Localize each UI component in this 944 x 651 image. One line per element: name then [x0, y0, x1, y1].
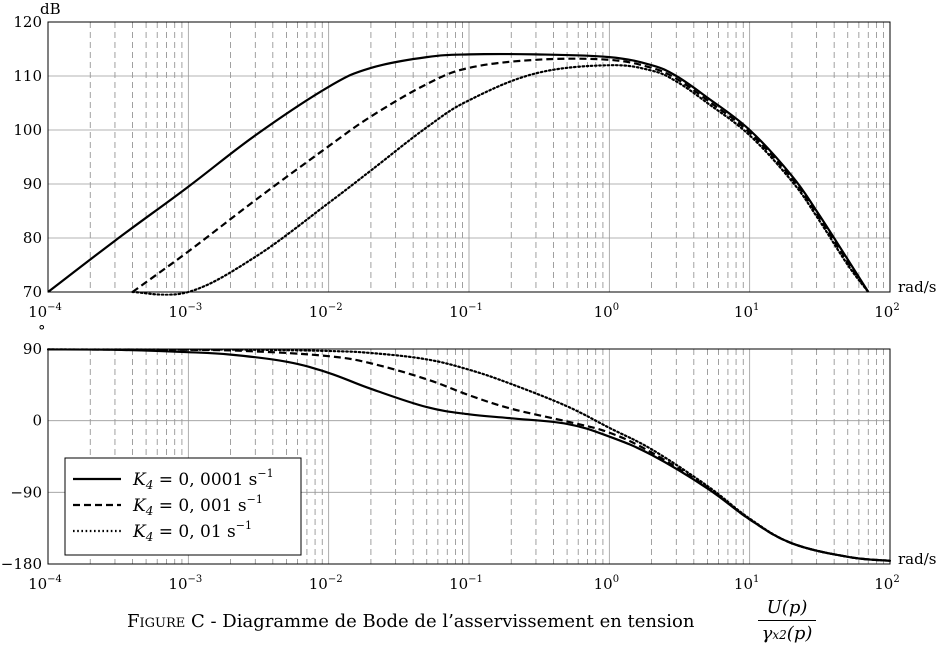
figure-caption: Figure C - Diagramme de Bode de l’asserv… — [0, 596, 944, 651]
fraction-bar — [758, 620, 816, 621]
y-tick-label: 110 — [13, 67, 42, 85]
x-tick-label: 100 — [594, 302, 619, 321]
y-tick-label: 80 — [23, 229, 42, 247]
y-tick-label: 120 — [13, 13, 42, 31]
caption-denominator-sub: x2 — [772, 628, 787, 642]
x-tick-label: 10−3 — [168, 574, 202, 593]
y-tick-label: 70 — [23, 283, 42, 301]
caption-fraction: U(p) γx2(p) — [756, 596, 818, 645]
legend-box — [64, 457, 302, 556]
caption-denominator: γx2(p) — [756, 621, 818, 645]
legend: K4 = 0, 0001 s−1K4 = 0, 001 s−1K4 = 0, 0… — [64, 457, 302, 556]
caption-text: Figure C - Diagramme de Bode de l’asserv… — [127, 611, 694, 632]
caption-numerator: U(p) — [766, 597, 808, 618]
x-axis-unit: rad/s — [898, 550, 936, 568]
magnitude-plot: 70 80 90 100 110 120 10−4 10−3 10−2 10−1 100 101 102… — [13, 0, 936, 321]
plot-frame — [47, 21, 891, 293]
series-line-dotted — [133, 65, 869, 295]
x-tick-label: 102 — [874, 302, 899, 321]
series-line-dashed — [133, 59, 869, 292]
y-tick-label: 90 — [23, 340, 42, 358]
y-axis-unit: ° — [38, 322, 46, 340]
x-tick-label: 10−4 — [28, 302, 62, 321]
x-tick-label: 10−1 — [449, 302, 483, 321]
plot-frame — [47, 348, 891, 565]
x-tick-label: 101 — [734, 574, 759, 593]
x-tick-label: 101 — [734, 302, 759, 321]
x-tick-label: 102 — [874, 574, 899, 593]
x-tick-label: 100 — [594, 574, 619, 593]
y-tick-label: −180 — [1, 555, 42, 573]
y-tick-label: −90 — [10, 483, 42, 501]
y-tick-label: 100 — [13, 121, 42, 139]
x-tick-label: 10−2 — [309, 302, 343, 321]
y-axis-unit: dB — [40, 0, 61, 18]
x-axis-unit: rad/s — [898, 278, 936, 296]
y-tick-label: 90 — [23, 175, 42, 193]
caption-figure-word: Figure C — [127, 611, 205, 632]
y-tick-label: 0 — [32, 412, 42, 430]
x-tick-label: 10−3 — [168, 302, 202, 321]
bode-figure: 70 80 90 100 110 120 10−4 10−3 10−2 10−1 100 101 102… — [1, 0, 937, 593]
caption-denominator-symbol: γ — [761, 623, 773, 644]
caption-denominator-arg: (p) — [786, 623, 813, 644]
x-tick-label: 10−1 — [449, 574, 483, 593]
caption-description: - Diagramme de Bode de l’asservissement … — [204, 611, 695, 632]
series-line-dotted — [48, 349, 890, 560]
legend-label: K4 = 0, 0001 s−1 — [132, 467, 274, 492]
x-tick-label: 10−2 — [309, 574, 343, 593]
x-tick-label: 10−4 — [28, 574, 62, 593]
legend-label: K4 = 0, 01 s−1 — [132, 519, 252, 544]
series-line-solid — [48, 54, 868, 292]
legend-label: K4 = 0, 001 s−1 — [132, 493, 263, 518]
